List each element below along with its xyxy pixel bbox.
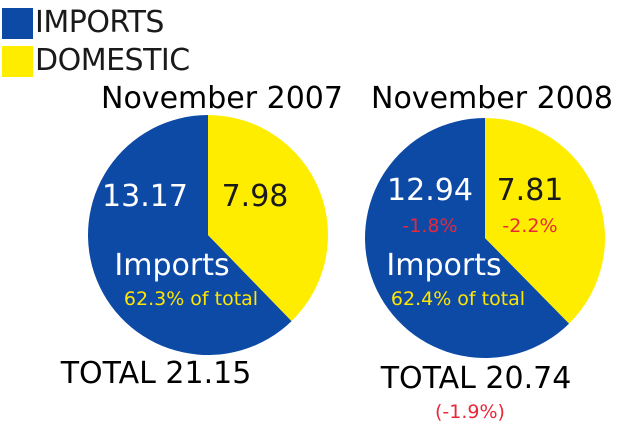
total-change-label: (-1.9%) [435, 401, 505, 423]
inner-label-imports: Imports [114, 248, 229, 283]
chart-title: November 2008 [371, 81, 613, 116]
legend-label-domestic: DOMESTIC [35, 43, 190, 78]
pie-slice-domestic [208, 115, 329, 322]
slice-change-domestic: -2.2% [502, 215, 557, 237]
legend-label-imports: IMPORTS [35, 5, 164, 40]
slice-value-domestic: 7.81 [497, 173, 564, 208]
pie-slice-domestic [485, 118, 606, 324]
inner-label-imports: Imports [386, 248, 501, 283]
pie-chart-nov-2007: November 2007 13.17 7.98 Imports 62.3% o… [60, 81, 343, 391]
total-label: TOTAL 20.74 [380, 361, 572, 396]
imports-share-label: 62.3% of total [124, 288, 258, 310]
total-label: TOTAL 21.15 [60, 356, 252, 391]
imports-share-label: 62.4% of total [391, 288, 525, 310]
pie-slice-imports [365, 118, 570, 358]
legend: IMPORTS DOMESTIC [2, 4, 190, 80]
slice-value-imports: 13.17 [102, 179, 188, 214]
legend-item-imports: IMPORTS [2, 4, 190, 42]
slice-value-domestic: 7.98 [222, 179, 289, 214]
legend-swatch-domestic [2, 45, 33, 77]
slice-change-imports: -1.8% [402, 215, 457, 237]
legend-item-domestic: DOMESTIC [2, 42, 190, 80]
legend-swatch-imports [2, 7, 33, 39]
slice-value-imports: 12.94 [387, 173, 473, 208]
pie-chart-nov-2008: November 2008 12.94 -1.8% 7.81 -2.2% Imp… [365, 81, 613, 423]
chart-title: November 2007 [101, 81, 343, 116]
pie-slice-imports [88, 115, 292, 355]
